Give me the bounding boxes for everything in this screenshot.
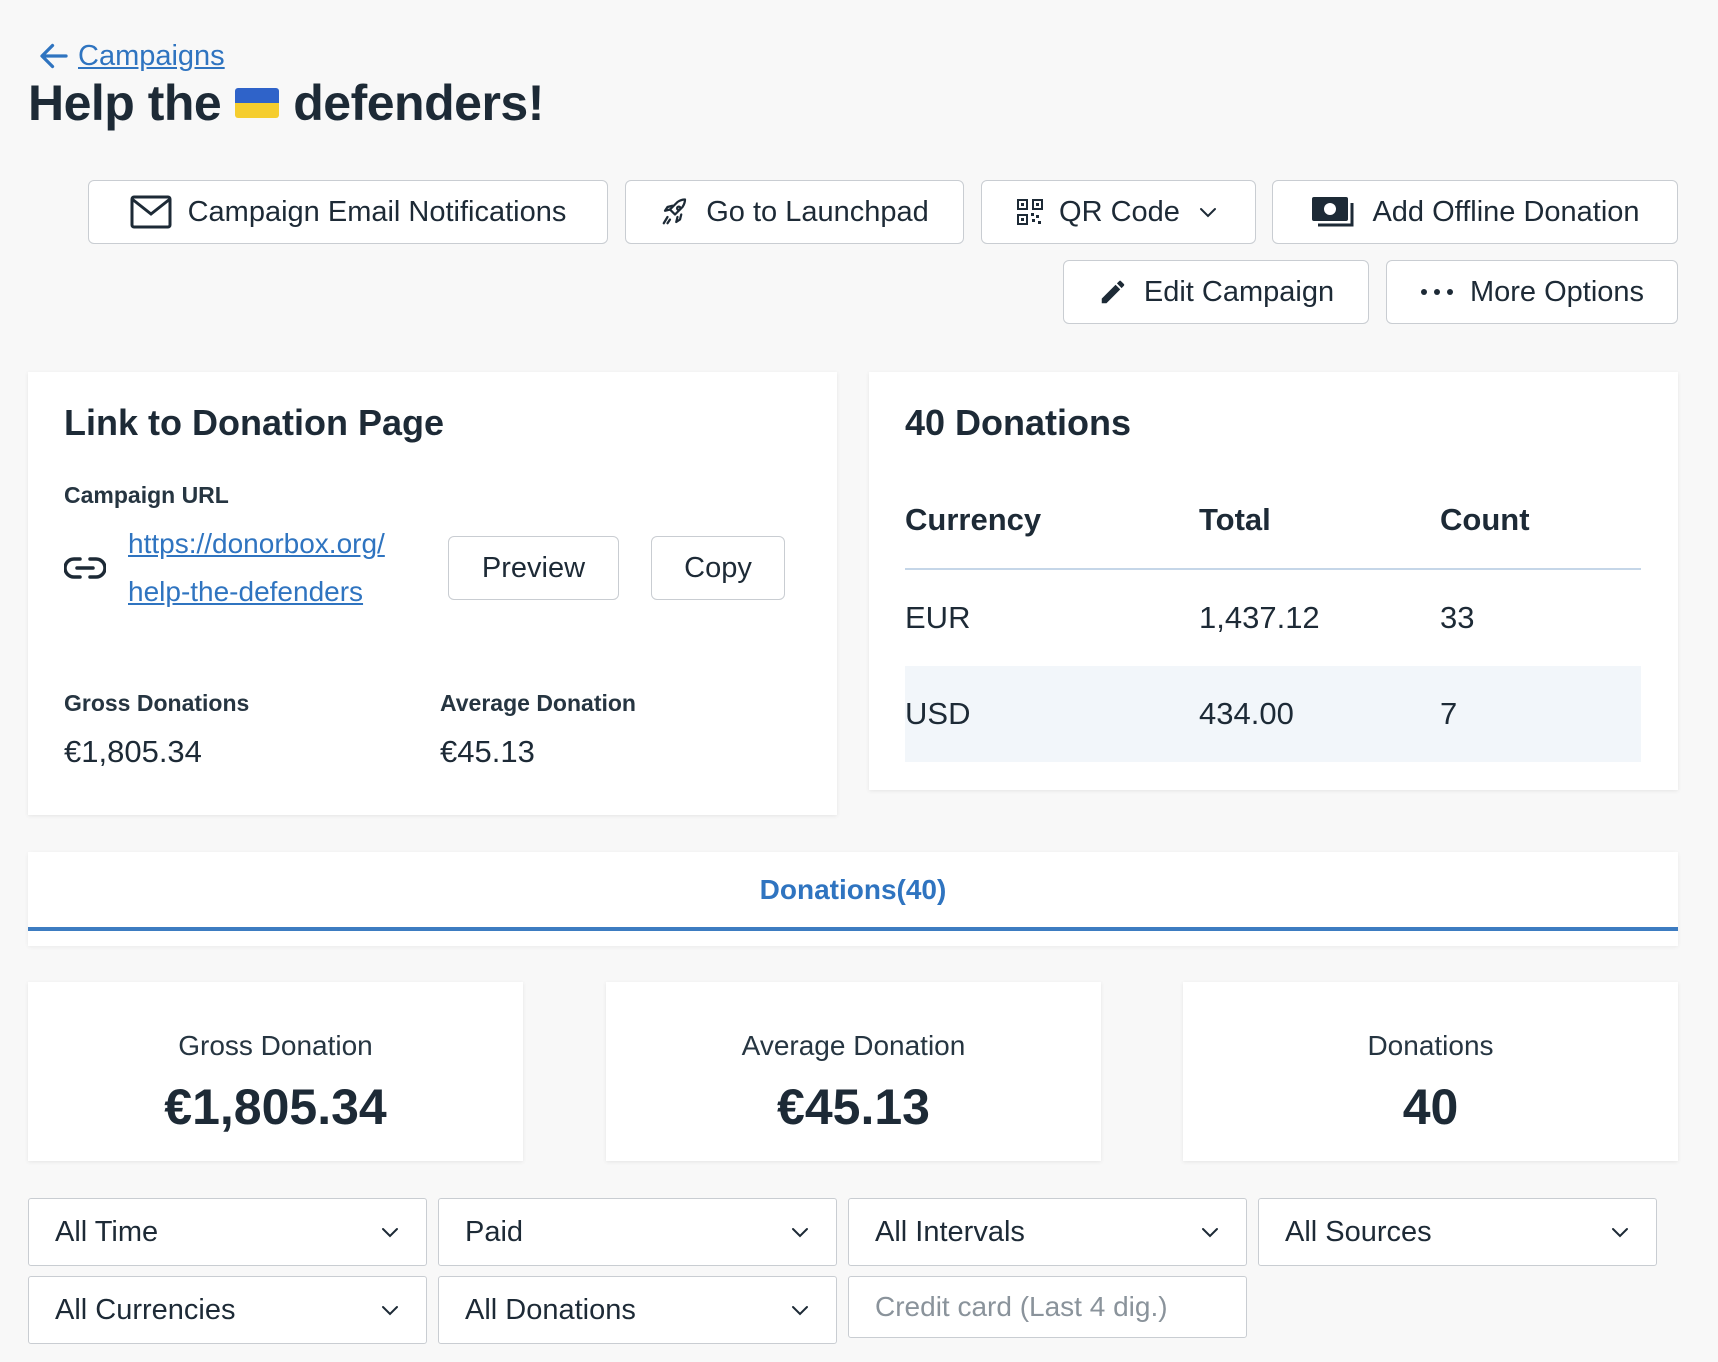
column-header-count: Count (1440, 502, 1530, 537)
donation-link-card: Link to Donation Page Campaign URL https… (28, 372, 837, 815)
campaign-url-link-line1[interactable]: https://donorbox.org/ (128, 528, 385, 559)
go-to-launchpad-button[interactable]: Go to Launchpad (625, 180, 964, 244)
campaign-url: https://donorbox.org/ help-the-defenders (128, 520, 385, 616)
qr-code-dropdown-button[interactable]: QR Code (981, 180, 1256, 244)
edit-campaign-label: Edit Campaign (1143, 275, 1335, 308)
donation-link-card-title: Link to Donation Page (64, 402, 445, 443)
add-offline-donation-button[interactable]: Add Offline Donation (1272, 180, 1678, 244)
chevron-down-icon (792, 1228, 808, 1238)
stat-count-label: Donations (1367, 1030, 1494, 1061)
rocket-icon (662, 198, 687, 225)
copy-button[interactable]: Copy (651, 536, 785, 600)
donations-summary-title: 40 Donations (905, 402, 1132, 443)
edit-campaign-button[interactable]: Edit Campaign (1063, 260, 1369, 324)
mail-icon (130, 195, 172, 229)
tab-bar: Donations(40) (28, 852, 1678, 946)
donations-filter-value: All Donations (465, 1293, 636, 1326)
stat-gross-value: €1,805.34 (164, 1079, 387, 1135)
preview-button[interactable]: Preview (448, 536, 619, 600)
stat-average-value: €45.13 (777, 1079, 930, 1135)
row-currency: USD (905, 696, 971, 731)
gross-donations-value: €1,805.34 (64, 734, 202, 769)
status-filter-select[interactable]: Paid (438, 1198, 837, 1266)
row-count: 33 (1440, 600, 1475, 635)
column-header-total: Total (1199, 502, 1271, 537)
ukraine-flag-icon (235, 88, 280, 118)
stat-count-value: 40 (1402, 1079, 1459, 1135)
stat-gross-label: Gross Donation (178, 1030, 373, 1061)
chevron-down-icon (382, 1228, 398, 1238)
chevron-down-icon (792, 1306, 808, 1316)
stat-average-label: Average Donation (741, 1030, 966, 1061)
average-donation-value: €45.13 (440, 734, 535, 769)
ellipsis-icon (1420, 289, 1453, 295)
sources-filter-value: All Sources (1285, 1215, 1432, 1248)
row-currency: EUR (905, 600, 971, 635)
gross-donations-label: Gross Donations (64, 690, 250, 716)
time-filter-select[interactable]: All Time (28, 1198, 427, 1266)
currencies-filter-value: All Currencies (55, 1293, 236, 1326)
stat-card-average: Average Donation €45.13 (606, 982, 1101, 1161)
status-filter-value: Paid (465, 1215, 524, 1248)
campaign-url-link-line2[interactable]: help-the-defenders (128, 576, 364, 607)
active-tab-indicator (28, 927, 1678, 931)
time-filter-value: All Time (55, 1215, 159, 1248)
table-row: USD 434.00 7 (905, 666, 1641, 762)
sources-filter-select[interactable]: All Sources (1258, 1198, 1657, 1266)
email-notifications-label: Campaign Email Notifications (187, 195, 567, 228)
row-total: 434.00 (1199, 696, 1294, 731)
campaign-url-label: Campaign URL (64, 482, 229, 508)
table-row: EUR 1,437.12 33 (905, 570, 1641, 666)
average-donation-label: Average Donation (440, 690, 636, 716)
table-header-divider (905, 568, 1641, 570)
row-total: 1,437.12 (1199, 600, 1320, 635)
more-options-label: More Options (1469, 275, 1645, 308)
stat-card-gross: Gross Donation €1,805.34 (28, 982, 523, 1161)
chevron-down-icon (1612, 1228, 1628, 1238)
donations-filter-select[interactable]: All Donations (438, 1276, 837, 1344)
page-title-start: Help the (28, 75, 222, 131)
email-notifications-button[interactable]: Campaign Email Notifications (88, 180, 608, 244)
more-options-button[interactable]: More Options (1386, 260, 1678, 324)
currencies-filter-select[interactable]: All Currencies (28, 1276, 427, 1344)
page-title-end: defenders! (293, 75, 544, 131)
row-count: 7 (1440, 696, 1458, 731)
link-icon (64, 557, 106, 579)
pencil-icon (1101, 280, 1125, 304)
chevron-down-icon (1202, 1228, 1218, 1238)
intervals-filter-select[interactable]: All Intervals (848, 1198, 1247, 1266)
breadcrumb-campaigns-link[interactable]: Campaigns (78, 39, 225, 72)
arrow-left-icon[interactable] (36, 38, 72, 74)
page-title: Help the defenders! (28, 74, 544, 132)
offline-donation-label: Add Offline Donation (1372, 195, 1640, 228)
credit-card-last4-input[interactable] (848, 1276, 1247, 1338)
breadcrumb: Campaigns (36, 38, 225, 74)
cash-icon (1312, 197, 1354, 227)
stat-card-count: Donations 40 (1183, 982, 1678, 1161)
column-header-currency: Currency (905, 502, 1042, 537)
tab-donations[interactable]: Donations(40) (759, 874, 947, 905)
intervals-filter-value: All Intervals (875, 1215, 1025, 1248)
donations-summary-card: 40 Donations Currency Total Count EUR 1,… (869, 372, 1678, 790)
qr-code-icon (1017, 199, 1044, 225)
qr-code-label: QR Code (1059, 195, 1180, 228)
chevron-down-icon (382, 1306, 398, 1316)
launchpad-label: Go to Launchpad (706, 195, 929, 228)
chevron-down-icon (1199, 208, 1216, 218)
